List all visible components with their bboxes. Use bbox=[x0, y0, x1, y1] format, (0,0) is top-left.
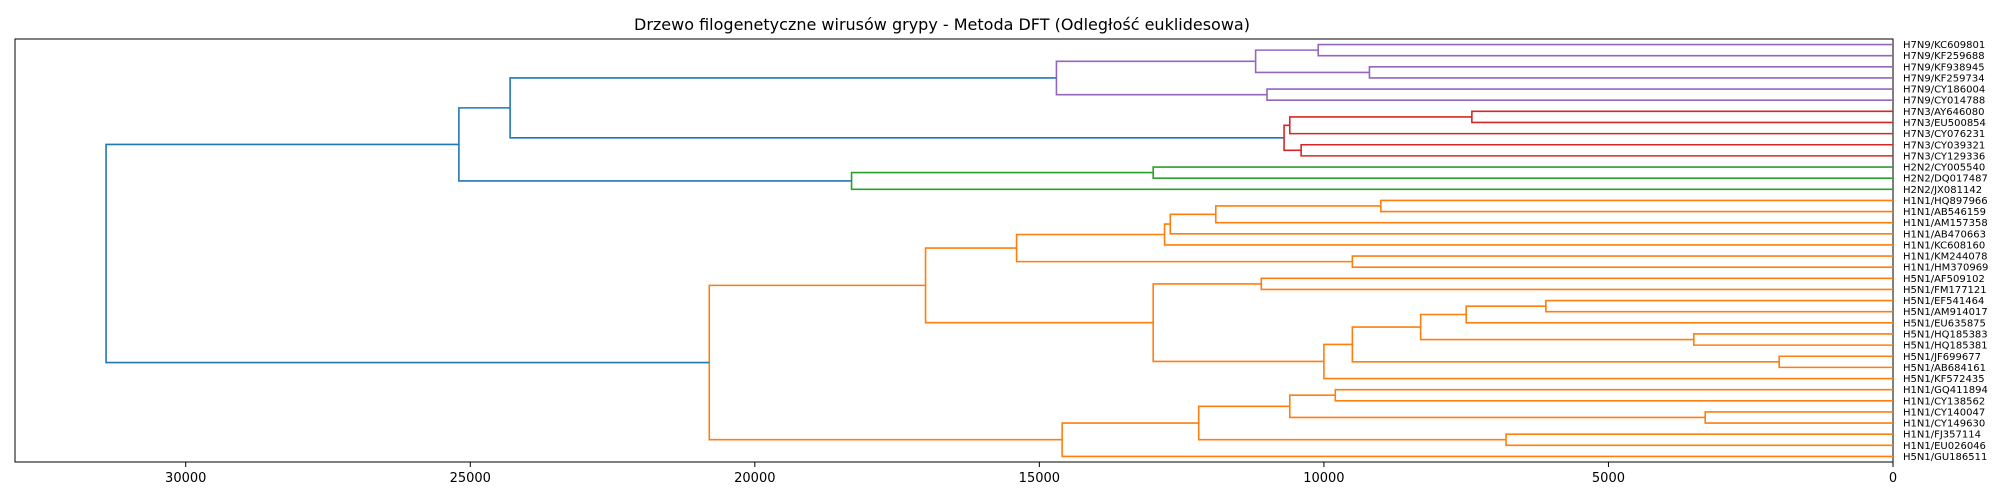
merge-o17 bbox=[1334, 388, 1893, 402]
merge-r2 bbox=[1300, 143, 1893, 157]
merge-o18 bbox=[1704, 411, 1893, 424]
merge-b2 bbox=[458, 107, 852, 182]
merge-o15 bbox=[1152, 283, 1324, 363]
leaf-label: H1N1/CY149630 bbox=[1903, 419, 1985, 430]
leaf-label: H1N1/AB470663 bbox=[1903, 229, 1986, 240]
leaf-label: H1N1/CY138562 bbox=[1903, 396, 1985, 407]
leaf-label: H5N1/JF699677 bbox=[1903, 352, 1981, 363]
merge-g2 bbox=[850, 171, 1893, 191]
merge-o11 bbox=[1419, 313, 1694, 341]
leaf-label: H2N2/JX081142 bbox=[1903, 185, 1982, 196]
plot-frame bbox=[14, 38, 1894, 463]
merge-o1 bbox=[1380, 199, 1893, 213]
merge-r1 bbox=[1471, 110, 1893, 124]
leaf-label: H7N3/CY039321 bbox=[1903, 140, 1985, 151]
merge-r4 bbox=[1283, 124, 1302, 152]
merge-p2 bbox=[1368, 66, 1893, 79]
merge-p5 bbox=[1055, 60, 1267, 96]
merge-o6 bbox=[1015, 233, 1353, 263]
merge-o22 bbox=[1061, 422, 1893, 458]
leaf-label: H5N1/HQ185381 bbox=[1903, 341, 1988, 352]
merge-b1 bbox=[509, 77, 1285, 139]
leaf-label: H5N1/EF541464 bbox=[1903, 296, 1984, 307]
merge-root bbox=[105, 143, 710, 364]
leaf-label: H5N1/EU635875 bbox=[1903, 318, 1986, 329]
leaf-label: H1N1/HM370969 bbox=[1903, 263, 1988, 274]
dendrogram-links bbox=[105, 43, 1893, 458]
leaf-label: H7N9/KF938945 bbox=[1903, 62, 1985, 73]
merge-p1 bbox=[1317, 43, 1893, 57]
leaf-label: H1N1/HQ897966 bbox=[1903, 196, 1988, 207]
leaf-label: H5N1/FM177121 bbox=[1903, 285, 1987, 296]
merge-o21 bbox=[1197, 405, 1507, 441]
leaf-labels: H7N9/KC609801H7N9/KF259688H7N9/KF938945H… bbox=[1903, 40, 1988, 463]
leaf-label: H7N3/CY129336 bbox=[1903, 151, 1985, 162]
merge-o2 bbox=[1214, 205, 1893, 224]
x-tick-label: 10000 bbox=[1303, 471, 1344, 486]
leaf-label: H1N1/GQ411894 bbox=[1903, 385, 1988, 396]
leaf-label: H5N1/AF509102 bbox=[1903, 274, 1985, 285]
leaf-label: H5N1/HQ185383 bbox=[1903, 329, 1988, 340]
merge-r3 bbox=[1288, 116, 1893, 135]
leaf-label: H2N2/CY005540 bbox=[1903, 163, 1985, 174]
merge-o10 bbox=[1693, 333, 1893, 346]
leaf-label: H2N2/DQ017487 bbox=[1903, 174, 1988, 185]
leaf-label: H1N1/FJ357114 bbox=[1903, 430, 1981, 441]
x-tick-label: 5000 bbox=[1592, 471, 1625, 486]
leaf-label: H7N9/KC609801 bbox=[1903, 40, 1985, 51]
x-tick-label: 20000 bbox=[734, 471, 775, 486]
merge-o20 bbox=[1505, 433, 1893, 447]
leaf-label: H1N1/EU026046 bbox=[1903, 441, 1986, 452]
x-tick-label: 15000 bbox=[1019, 471, 1060, 486]
x-tick-label: 25000 bbox=[450, 471, 491, 486]
leaf-label: H1N1/KC608160 bbox=[1903, 240, 1985, 251]
merge-o5 bbox=[1351, 255, 1893, 268]
merge-p3 bbox=[1254, 49, 1370, 74]
merge-o23 bbox=[708, 284, 1063, 441]
leaf-label: H1N1/CY140047 bbox=[1903, 407, 1985, 418]
merge-g1 bbox=[1152, 166, 1893, 179]
leaf-label: H5N1/KF572435 bbox=[1903, 374, 1985, 385]
merge-o8 bbox=[1545, 299, 1893, 313]
leaf-label: H7N3/CY076231 bbox=[1903, 129, 1985, 140]
merge-p4 bbox=[1266, 88, 1893, 102]
leaf-label: H7N3/EU500854 bbox=[1903, 118, 1986, 129]
leaf-label: H1N1/AM157358 bbox=[1903, 218, 1988, 229]
merge-o7 bbox=[1260, 277, 1893, 291]
merge-o19 bbox=[1288, 394, 1706, 419]
leaf-label: H7N9/CY014788 bbox=[1903, 96, 1985, 107]
leaf-label: H7N9/CY186004 bbox=[1903, 85, 1985, 96]
leaf-label: H5N1/AM914017 bbox=[1903, 307, 1988, 318]
leaf-label: H5N1/AB684161 bbox=[1903, 363, 1986, 374]
merge-o9 bbox=[1465, 305, 1893, 324]
merge-o12 bbox=[1778, 355, 1893, 369]
x-axis: 30000 25000 20000 15000 10000 5000 0 bbox=[165, 462, 1897, 486]
merge-o14 bbox=[1323, 343, 1893, 380]
leaf-label: H7N9/KF259688 bbox=[1903, 51, 1985, 62]
merge-o16 bbox=[924, 247, 1154, 324]
x-tick-label: 0 bbox=[1889, 471, 1897, 486]
leaf-label: H5N1/GU186511 bbox=[1903, 452, 1987, 463]
x-tick-label: 30000 bbox=[165, 471, 206, 486]
leaf-label: H7N9/KF259734 bbox=[1903, 73, 1985, 84]
chart-title: Drzewo filogenetyczne wirusów grypy - Me… bbox=[634, 15, 1250, 34]
leaf-label: H1N1/AB546159 bbox=[1903, 207, 1986, 218]
merge-o3 bbox=[1169, 213, 1893, 235]
leaf-label: H7N3/AY646080 bbox=[1903, 107, 1984, 118]
leaf-label: H1N1/KM244078 bbox=[1903, 252, 1987, 263]
